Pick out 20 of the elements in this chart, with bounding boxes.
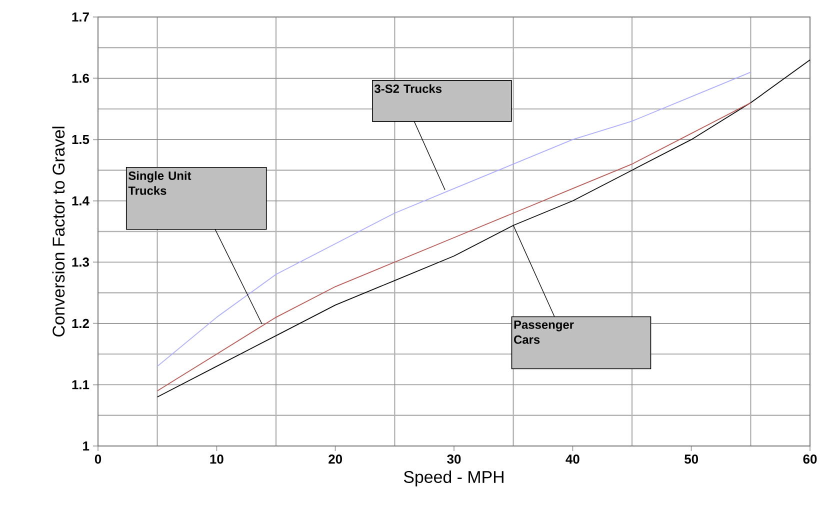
y-tick-label: 1.3	[72, 258, 90, 267]
x-tick-label: 20	[328, 454, 342, 464]
y-axis-title: Conversion Factor to Gravel	[52, 126, 65, 337]
x-tick-label: 60	[803, 454, 817, 464]
annotation: 3-S2 Trucks	[374, 84, 442, 94]
x-tick-label: 50	[684, 454, 698, 464]
x-tick-label: 10	[210, 454, 224, 464]
annotation: Single Unit Trucks	[128, 171, 192, 195]
y-tick-label: 1.5	[72, 135, 90, 144]
x-axis-title: Speed - MPH	[404, 470, 504, 486]
y-tick-label: 1.1	[72, 380, 90, 390]
x-tick-label: 40	[566, 454, 580, 464]
annotation: Passenger Cars	[514, 320, 574, 344]
y-tick-label: 1	[83, 442, 90, 450]
x-tick-label: 0	[94, 454, 102, 464]
x-tick-label: 30	[447, 454, 461, 464]
y-tick-label: 1.7	[72, 12, 89, 22]
y-tick-label: 1.6	[72, 74, 90, 83]
y-tick-label: 1.4	[72, 196, 90, 206]
y-tick-label: 1.2	[72, 318, 89, 328]
